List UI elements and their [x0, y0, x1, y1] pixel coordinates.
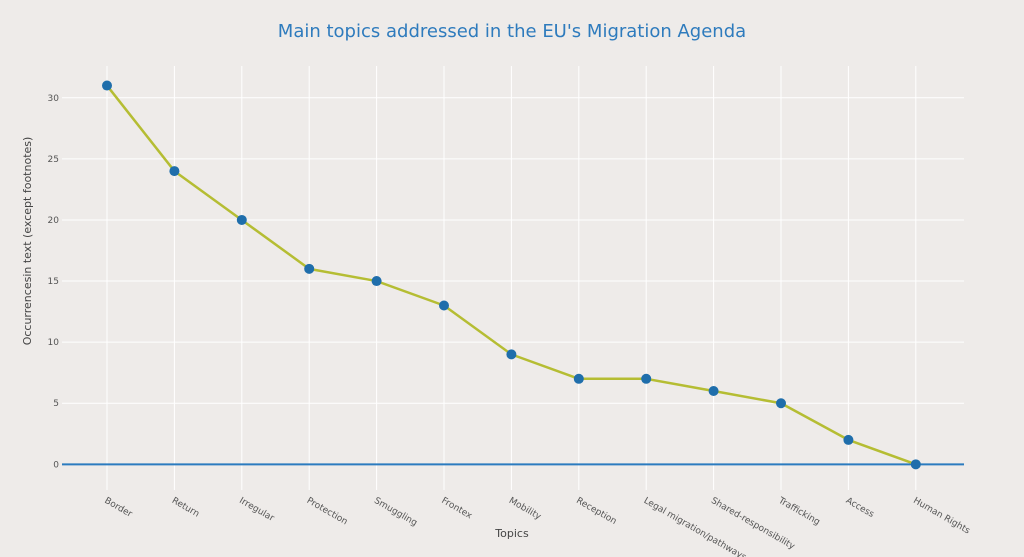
x-tick-label: Access	[844, 496, 876, 520]
x-tick-label: Border	[103, 496, 134, 520]
x-tick-label: Frontex	[440, 496, 475, 522]
chart-title: Main topics addressed in the EU's Migrat…	[278, 21, 746, 42]
y-tick-label: 20	[48, 216, 60, 226]
x-tick-label: Irregular	[237, 496, 275, 524]
y-tick-label: 30	[48, 94, 60, 104]
y-tick-label: 15	[48, 277, 59, 287]
x-tick-label: Reception	[574, 496, 618, 527]
data-point	[371, 276, 382, 287]
y-tick-label: 10	[48, 338, 60, 348]
data-point	[843, 434, 854, 445]
x-axis: Border Return Irregular Protection Smuggling…	[103, 495, 972, 557]
x-tick-label: Human Rights	[911, 496, 971, 537]
gridlines	[62, 66, 964, 490]
data-point	[910, 459, 921, 470]
x-tick-label: Trafficking	[776, 495, 822, 527]
y-tick-label: 5	[53, 399, 59, 409]
data-point	[169, 166, 180, 177]
data-point	[776, 398, 786, 409]
x-tick-label: Return	[170, 496, 201, 520]
x-tick-label: Legal migration/pathways	[642, 496, 748, 557]
y-axis: 0 5 10 15 20 25 30	[48, 94, 964, 470]
x-tick-label: Smuggling	[372, 496, 419, 529]
data-point	[641, 373, 652, 384]
y-tick-label: 0	[53, 460, 59, 470]
y-axis-title: Occurrencesin text (except footnotes)	[21, 137, 34, 346]
series	[102, 80, 921, 470]
data-point	[506, 349, 517, 360]
x-axis-title: Topics	[494, 527, 529, 540]
x-tick-label: Protection	[305, 496, 349, 527]
data-point	[573, 373, 584, 384]
y-tick-label: 25	[48, 155, 59, 165]
data-point	[102, 80, 112, 91]
x-tick-label: Mobility	[507, 496, 543, 523]
data-point	[708, 386, 719, 397]
data-point	[236, 214, 247, 225]
data-point	[304, 263, 315, 274]
data-point	[439, 300, 449, 311]
